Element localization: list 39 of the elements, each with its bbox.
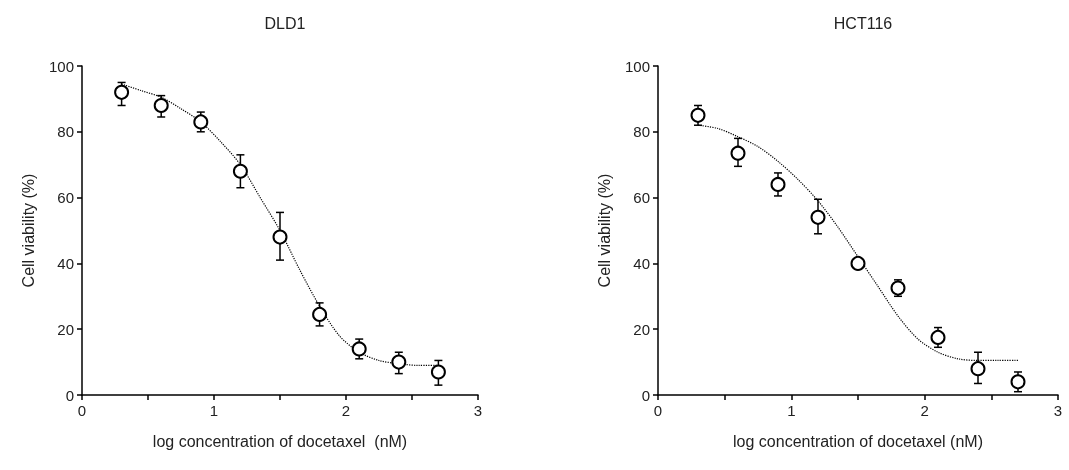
point [272,229,288,245]
chart-title: DLD1 [264,14,306,32]
point [391,354,407,370]
point [730,145,746,161]
y-tick-label: 60 [57,189,74,207]
y-tick-label: 60 [633,189,650,207]
x-tick-label: 3 [1053,402,1063,419]
point [850,255,866,271]
x-axis-title: log concentration of docetaxel (nM) [152,432,408,450]
point [312,306,328,322]
y-tick-label: 80 [633,123,650,141]
y-axis-title: Cell viability (%) [19,173,37,288]
x-tick-label: 1 [209,402,219,419]
y-tick-label: 100 [48,57,74,75]
y-tick-label: 100 [624,57,650,75]
point [232,163,248,179]
y-axis-title: Cell viability (%) [595,173,613,288]
point [970,361,986,377]
y-tick-label: 40 [57,254,74,272]
x-tick-label: 1 [787,402,796,419]
x-tick-label: 0 [77,402,87,419]
x-tick-label: 2 [341,402,351,419]
x-axis-title: log concentration of docetaxel (nM) [733,432,983,450]
x-tick-label: 2 [920,402,929,419]
y-tick-label: 20 [57,320,74,338]
point [810,209,826,225]
y-tick-label: 0 [641,386,650,404]
y-tick-label: 40 [633,254,650,272]
point [430,364,446,380]
y-tick-label: 0 [65,386,74,404]
chart-title: HCT116 [833,14,893,32]
point [153,97,169,113]
point [114,84,130,100]
point [930,329,946,345]
x-tick-label: 3 [473,402,483,419]
y-tick-label: 80 [57,123,74,141]
point [770,176,786,192]
x-tick-label: 0 [653,402,663,419]
y-tick-label: 20 [633,320,650,338]
